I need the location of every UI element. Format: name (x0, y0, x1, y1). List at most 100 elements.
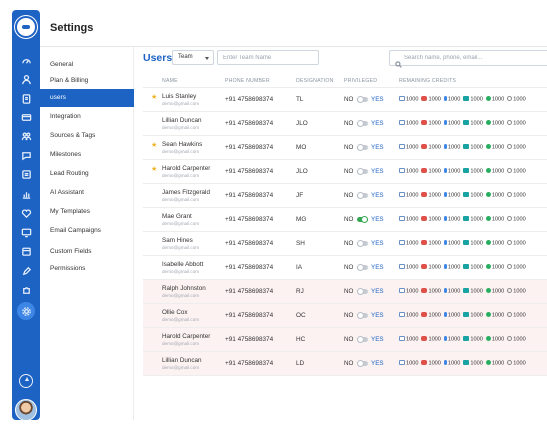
calendar-icon[interactable] (20, 245, 32, 257)
settings-icon (507, 288, 513, 293)
dashboard-icon[interactable] (20, 54, 32, 66)
star-icon[interactable]: ★ (151, 166, 158, 173)
team-icon[interactable] (20, 130, 32, 142)
user-name[interactable]: Lillian Duncan (162, 357, 202, 364)
remaining-credits: 1000 1000 1000 1000 1000 1000 (399, 120, 529, 128)
privileged-toggle[interactable] (357, 168, 368, 175)
header-name[interactable]: NAME (162, 78, 178, 84)
credit-item: 1000 (421, 192, 441, 199)
user-email: demo@gmail.com (162, 269, 200, 274)
user-name[interactable]: Ralph Johnston (162, 285, 206, 292)
table-row[interactable]: James Fitzgerald demo@gmail.com +91 475869… (143, 184, 547, 208)
team-select[interactable]: Team (172, 50, 214, 65)
user-name[interactable]: Mae Grant (162, 213, 192, 220)
menu-item-milestones[interactable]: Milestones (50, 151, 82, 158)
credit-item: 1000 (463, 360, 483, 367)
header-privileged[interactable]: PRIVILEGED (344, 78, 378, 84)
upload-icon[interactable] (19, 374, 33, 388)
menu-item-lead-routing[interactable]: Lead Routing (50, 170, 89, 177)
credit-item: 1000 (507, 264, 526, 271)
mail-icon (399, 288, 405, 293)
menu-item-plan-billing[interactable]: Plan & Billing (50, 77, 89, 84)
privileged-toggle[interactable] (357, 144, 368, 151)
table-row[interactable]: Ralph Johnston demo@gmail.com +91 47586983… (143, 280, 547, 304)
privileged-toggle[interactable] (357, 336, 368, 343)
user-name[interactable]: Sean Hawkins (162, 141, 203, 148)
credit-item: 1000 (443, 216, 460, 223)
clipboard-icon[interactable] (20, 92, 32, 104)
menu-item-users[interactable]: users (40, 89, 134, 107)
avatar[interactable] (15, 399, 37, 421)
star-icon[interactable]: ★ (151, 94, 158, 101)
table-row[interactable]: ★ Harold Carpenter demo@gmail.com +91 47586… (143, 160, 547, 184)
table-row[interactable]: ★ Luis Stanley demo@gmail.com +91 475869837… (143, 88, 547, 112)
menu-item-permissions[interactable]: Permissions (50, 265, 86, 272)
chat-icon[interactable] (20, 149, 32, 161)
privileged-toggle[interactable] (357, 240, 368, 247)
header-remaining-credits[interactable]: REMAINING CREDITS (399, 78, 457, 84)
menu-item-email-campaigns[interactable]: Email Campaigns (50, 227, 101, 234)
credit-item: 1000 (443, 96, 460, 103)
privileged-toggle[interactable] (357, 312, 368, 319)
mic-icon (443, 168, 447, 173)
user-name[interactable]: Ollie Cox (162, 309, 188, 316)
menu-item-my-templates[interactable]: My Templates (50, 208, 90, 215)
menu-item-general[interactable]: General (50, 61, 74, 68)
user-name[interactable]: Sam Hines (162, 237, 193, 244)
menu-item-ai-assistant[interactable]: AI Assistant (50, 189, 84, 196)
user-name[interactable]: James Fitzgerald (162, 189, 210, 196)
table-row[interactable]: Lillian Duncan demo@gmail.com +91 47586983… (143, 352, 547, 376)
team-name-input[interactable] (217, 50, 319, 65)
table-row[interactable]: Lillian Duncan demo@gmail.com +91 47586983… (143, 112, 547, 136)
settings-icon-active[interactable] (17, 302, 35, 320)
card-icon[interactable] (20, 111, 32, 123)
user-name[interactable]: Luis Stanley (162, 93, 197, 100)
credit-item: 1000 (507, 312, 526, 319)
list-icon[interactable] (20, 168, 32, 180)
menu-item-sources-tags[interactable]: Sources & Tags (50, 132, 96, 139)
privileged-toggle[interactable] (357, 192, 368, 199)
search-input[interactable] (404, 52, 544, 64)
user-name[interactable]: Isabelle Abbott (162, 261, 204, 268)
puzzle-icon[interactable] (20, 284, 32, 296)
settings-icon[interactable] (20, 305, 32, 317)
credit-item: 1000 (421, 144, 441, 151)
user-name[interactable]: Harold Carpenter (162, 333, 211, 340)
header-designation[interactable]: DESIGNATION (296, 78, 334, 84)
privileged-toggle[interactable] (357, 288, 368, 295)
user-name[interactable]: Lillian Duncan (162, 117, 202, 124)
star-icon[interactable]: ★ (151, 142, 158, 149)
chart-icon[interactable] (20, 188, 32, 200)
header-phone[interactable]: PHONE NUMBER (225, 78, 270, 84)
menu-item-integration[interactable]: Integration (50, 113, 81, 120)
search-box[interactable] (389, 50, 547, 68)
table-row[interactable]: Sam Hines demo@gmail.com +91 4758698374 SH N… (143, 232, 547, 256)
pen-icon[interactable] (20, 265, 32, 277)
table-row[interactable]: Ollie Cox demo@gmail.com +91 4758698374 OC N… (143, 304, 547, 328)
logo-icon[interactable] (15, 16, 37, 38)
menu-item-custom-fields[interactable]: Custom Fields (50, 248, 92, 255)
call-icon (485, 96, 491, 101)
privileged-toggle[interactable] (357, 96, 368, 103)
table-row[interactable]: Isabelle Abbott demo@gmail.com +91 4758698… (143, 256, 547, 280)
user-icon[interactable] (20, 73, 32, 85)
header-divider (40, 46, 547, 47)
credit-item: 1000 (443, 360, 460, 367)
table-row[interactable]: Harold Carpenter demo@gmail.com +91 475869… (143, 328, 547, 352)
user-name[interactable]: Harold Carpenter (162, 165, 211, 172)
table-row[interactable]: Mae Grant demo@gmail.com +91 4758698374 MG N… (143, 208, 547, 232)
privileged-toggle[interactable] (357, 120, 368, 127)
credit-item: 1000 (421, 216, 441, 223)
heart-icon[interactable] (20, 207, 32, 219)
credit-item: 1000 (399, 96, 418, 103)
credit-value: 1000 (470, 288, 483, 295)
mic-icon (443, 240, 447, 245)
privileged-toggle[interactable] (357, 360, 368, 367)
privileged-toggle[interactable] (357, 216, 368, 223)
privileged-no-label: NO (344, 336, 354, 343)
monitor-icon[interactable] (20, 226, 32, 238)
credit-value: 1000 (491, 120, 505, 127)
privileged-toggle[interactable] (357, 264, 368, 271)
table-row[interactable]: ★ Sean Hawkins demo@gmail.com +91 475869837… (143, 136, 547, 160)
user-designation: RJ (296, 288, 304, 295)
